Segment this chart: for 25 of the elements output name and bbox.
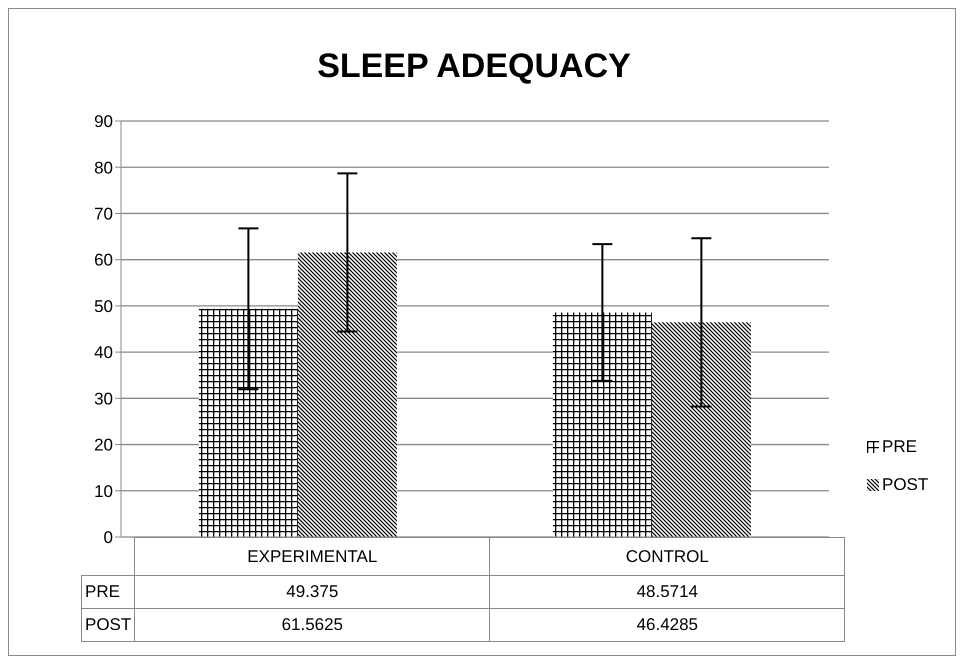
bar (198, 308, 298, 537)
y-tick-label: 80 (94, 158, 113, 178)
y-tick-label: 70 (94, 204, 113, 224)
text: PRE (85, 582, 120, 601)
y-tick-label: 50 (94, 296, 113, 316)
y-tick-label: 0 (104, 528, 113, 548)
bar (298, 252, 397, 537)
data-label: 46.4285 (490, 608, 845, 642)
bar (552, 312, 652, 537)
y-tick-label: 10 (94, 482, 113, 501)
y-tick-label: 30 (94, 389, 113, 408)
y-tick-label: 20 (94, 436, 113, 455)
y-tick-label: 90 (94, 112, 113, 132)
y-tick-label: 40 (94, 343, 113, 362)
chart-title: SLEEP ADEQUACY (316, 47, 632, 86)
x-tick-label: CONTROL (490, 538, 845, 576)
data-label: 48.5714 (490, 576, 845, 608)
bar (652, 322, 751, 537)
text: POST (85, 615, 132, 634)
legend-label: POST (882, 475, 928, 495)
data-label: 49.375 (134, 576, 490, 608)
y-tick-label: 60 (94, 250, 113, 270)
legend-label: PRE (882, 437, 917, 457)
data-label: 61.5625 (134, 608, 490, 642)
x-tick-label: EXPERIMENTAL (134, 538, 490, 576)
